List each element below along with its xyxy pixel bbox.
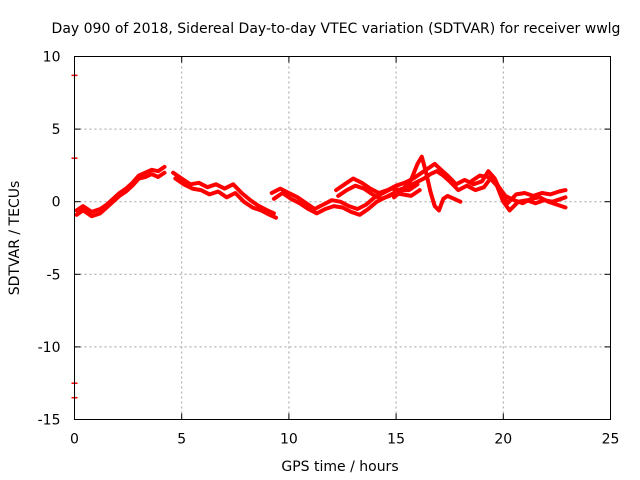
- y-tick-label: 0: [52, 195, 61, 211]
- sdtvar-series-line: [469, 173, 568, 210]
- y-tick-label: -10: [38, 340, 61, 356]
- x-tick-label: 15: [387, 432, 405, 448]
- x-tick-label: 5: [177, 432, 186, 448]
- x-tick-label: 0: [70, 432, 79, 448]
- sdtvar-series-line: [334, 161, 568, 206]
- y-tick-label: 10: [43, 50, 61, 66]
- y-tick-labels: -15 -10 -5 0 5 10: [38, 50, 61, 429]
- x-tick-label: 20: [494, 432, 512, 448]
- y-axis-label: SDTVAR / TECUs: [7, 181, 23, 296]
- grid-lines: [74, 56, 611, 420]
- x-tick-label: 10: [280, 432, 298, 448]
- x-tick-label: 25: [602, 432, 620, 448]
- series-layer: [74, 154, 568, 220]
- chart-title: Day 090 of 2018, Sidereal Day-to-day VTE…: [52, 21, 621, 37]
- sdtvar-series-line: [392, 154, 463, 213]
- x-axis-label: GPS time / hours: [281, 459, 398, 475]
- y-tick-label: 5: [52, 122, 61, 138]
- sdtvar-series-line: [74, 164, 167, 214]
- plot-frame: [74, 56, 611, 420]
- sdtvar-series-line: [171, 170, 276, 216]
- y-tick-label: -5: [47, 267, 61, 283]
- sdtvar-series-line: [173, 176, 278, 220]
- x-tick-labels: 0 5 10 15 20 25: [70, 432, 619, 448]
- axis-ticks: [74, 56, 611, 420]
- sdtvar-series-line: [74, 170, 167, 219]
- y-tick-label: -15: [38, 413, 61, 429]
